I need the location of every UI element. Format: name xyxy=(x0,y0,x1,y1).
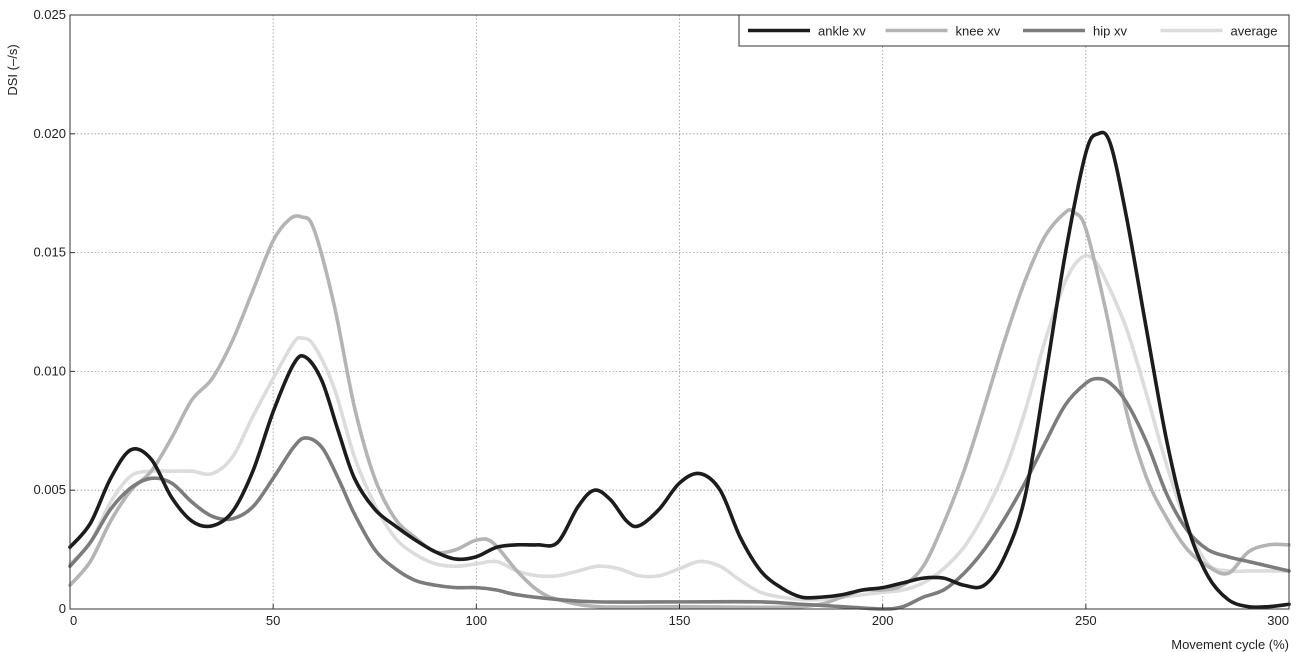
legend-label: average xyxy=(1231,24,1278,39)
y-tick-label: 0.015 xyxy=(33,245,66,260)
legend-label: knee xv xyxy=(956,24,1001,39)
data-series xyxy=(68,130,1291,611)
y-axis-label: DSI (–/s) xyxy=(5,44,20,95)
y-tick-label: 0 xyxy=(59,601,66,616)
y-tick-label: 0.010 xyxy=(33,363,66,378)
y-tick-label: 0.025 xyxy=(33,7,66,22)
legend-label: ankle xv xyxy=(818,24,866,39)
x-tick-label: 300 xyxy=(1267,613,1289,628)
grid-lines xyxy=(70,15,1289,609)
y-tick-label: 0.005 xyxy=(33,482,66,497)
x-axis-label: Movement cycle (%) xyxy=(1171,637,1289,652)
series-line-knee-xv xyxy=(68,207,1291,610)
x-tick-label: 0 xyxy=(70,613,77,628)
y-axis-ticks: 0 0.005 0.010 0.015 0.020 0.025 xyxy=(33,7,75,616)
legend-label: hip xv xyxy=(1093,24,1127,39)
series-line-ankle-xv xyxy=(68,130,1291,610)
legend: ankle xv knee xv hip xv average xyxy=(738,14,1290,47)
x-tick-label: 250 xyxy=(1075,613,1097,628)
x-tick-label: 50 xyxy=(266,613,280,628)
x-axis-ticks: 0 50 100 150 200 250 300 xyxy=(69,604,1290,628)
x-tick-label: 150 xyxy=(669,613,691,628)
series-line-hip-xv xyxy=(68,376,1291,611)
x-tick-label: 100 xyxy=(465,613,487,628)
y-tick-label: 0.020 xyxy=(33,126,66,141)
x-tick-label: 200 xyxy=(872,613,894,628)
